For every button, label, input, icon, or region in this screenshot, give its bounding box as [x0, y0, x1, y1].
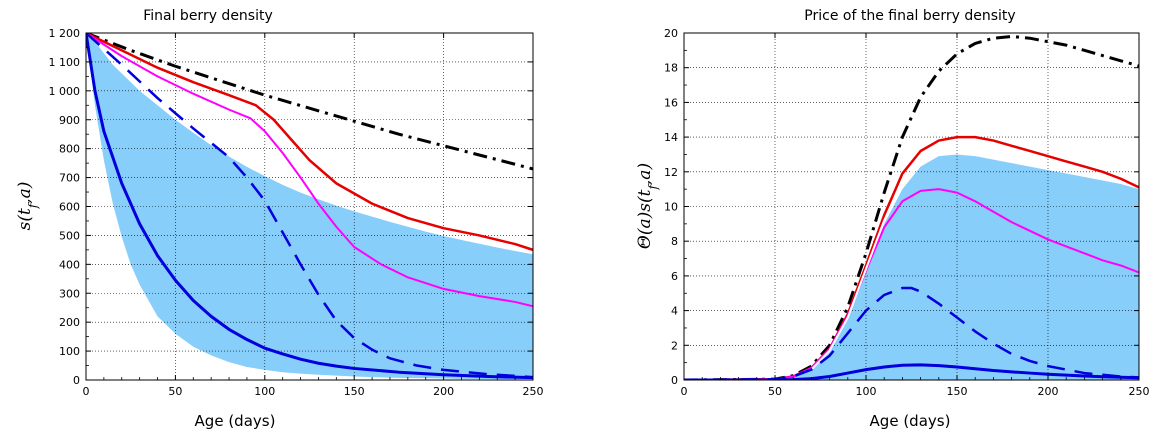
y-tick-label: 16 [664, 96, 678, 109]
x-tick-label: 50 [168, 385, 182, 398]
y-tick-label: 1 000 [49, 85, 81, 98]
y-tick-label: 500 [59, 229, 80, 242]
x-tick-label: 200 [433, 385, 454, 398]
y-tick-label: 0 [671, 374, 678, 387]
panel-final-berry-density: Final berry density Age (days) s(tf,a) 0… [15, 8, 544, 430]
y-tick-label: 900 [59, 114, 80, 127]
x-tick-label: 250 [523, 385, 544, 398]
x-tick-label: 0 [681, 385, 688, 398]
series-line-4 [86, 33, 533, 380]
y-tick-label: 12 [664, 166, 678, 179]
x-tick-label: 250 [1129, 385, 1150, 398]
series-line-5 [684, 363, 1139, 380]
y-tick-label: 10 [664, 201, 678, 214]
series-line-2 [684, 188, 1139, 380]
x-tick-label: 150 [947, 385, 968, 398]
series-line-3 [86, 33, 533, 379]
x-tick-label: 200 [1038, 385, 1059, 398]
y-tick-label: 300 [59, 287, 80, 300]
y-tick-label: 18 [664, 62, 678, 75]
y-tick-label: 200 [59, 316, 80, 329]
y-tick-label: 2 [671, 339, 678, 352]
x-axis-title-right: Age (days) [870, 412, 951, 430]
x-tick-label: 50 [768, 385, 782, 398]
y-tick-label: 100 [59, 345, 80, 358]
x-tick-label: 100 [254, 385, 275, 398]
y-tick-label: 1 100 [49, 56, 81, 69]
y-tick-label: 14 [664, 131, 678, 144]
y-tick-label: 6 [671, 270, 678, 283]
series-line-3 [810, 148, 958, 371]
y-tick-label: 800 [59, 143, 80, 156]
series-line-1 [86, 33, 533, 252]
x-axis-title-left: Age (days) [195, 412, 276, 430]
x-tick-label: 150 [344, 385, 365, 398]
y-tick-label: 20 [664, 27, 678, 40]
y-axis-title-left: s(tf,a) [15, 182, 40, 231]
y-tick-label: 8 [671, 235, 678, 248]
uncertainty-band [86, 33, 533, 380]
y-tick-label: 700 [59, 172, 80, 185]
series-line-0 [684, 34, 1139, 380]
plot-content [684, 33, 1139, 380]
series-line-4 [684, 286, 1139, 380]
uncertainty-band [684, 154, 1139, 380]
chart-title-left: Final berry density [143, 8, 273, 24]
chart-title-right: Price of the final berry density [804, 8, 1015, 24]
plot-content [86, 33, 533, 380]
panel-price-final-berry-density: Price of the final berry density Age (da… [635, 8, 1150, 430]
y-tick-label: 4 [671, 305, 678, 318]
x-tick-label: 100 [856, 385, 877, 398]
y-tick-label: 0 [73, 374, 80, 387]
y-tick-label: 400 [59, 258, 80, 271]
x-tick-label: 0 [83, 385, 90, 398]
y-tick-label: 1 200 [49, 27, 81, 40]
series-line-0 [86, 33, 533, 171]
y-tick-label: 600 [59, 201, 80, 214]
series-line-2 [86, 33, 533, 308]
y-axis-title-right: Θ(a)s(tf,a) [635, 163, 660, 249]
